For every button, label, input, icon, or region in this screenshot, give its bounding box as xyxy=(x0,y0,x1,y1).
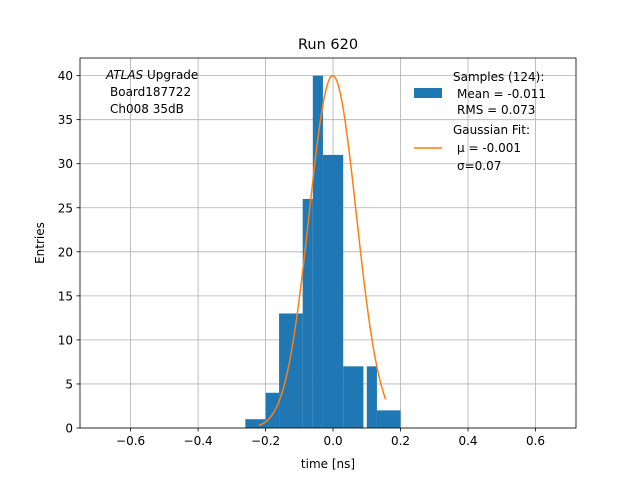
histogram-bar xyxy=(322,154,344,428)
legend: Samples (124): Mean = -0.011 RMS = 0.073… xyxy=(414,70,546,173)
annotation-line-2: Board187722 xyxy=(110,85,191,99)
histogram-bars xyxy=(245,75,401,428)
gaussian-fit-line xyxy=(258,74,387,427)
histogram-bar xyxy=(245,419,266,428)
x-tick-label: −0.4 xyxy=(184,434,213,448)
y-axis-ticks: 0 5 10 15 20 25 30 35 40 xyxy=(58,69,80,436)
chart-title: Run 620 xyxy=(298,37,358,53)
y-axis-label: Entries xyxy=(33,222,47,264)
histogram-bar xyxy=(366,366,377,428)
histogram-bar xyxy=(376,410,401,428)
x-axis-label: time [ns] xyxy=(301,457,355,471)
x-tick-label: 0.2 xyxy=(391,434,410,448)
legend-fit-line-1: Gaussian Fit: xyxy=(453,123,530,137)
x-tick-label: 0.4 xyxy=(458,434,477,448)
x-tick-label: 0.0 xyxy=(324,434,343,448)
x-tick-label: −0.6 xyxy=(116,434,145,448)
histogram-bar xyxy=(302,198,313,428)
histogram-bar xyxy=(312,75,323,428)
annotation-line-1: ATLAS Upgrade xyxy=(105,68,198,82)
x-tick-label: 0.6 xyxy=(526,434,545,448)
legend-histogram-line-3: RMS = 0.073 xyxy=(457,103,535,117)
legend-fit-line-2: μ = -0.001 xyxy=(457,141,521,155)
plot-frame xyxy=(79,57,577,429)
y-tick-label: 15 xyxy=(58,289,73,303)
legend-histogram-line-2: Mean = -0.011 xyxy=(457,87,546,101)
legend-fit-line-3: σ=0.07 xyxy=(457,159,501,173)
y-tick-label: 35 xyxy=(58,113,73,127)
atlas-annotation: ATLAS Upgrade Board187722 Ch008 35dB xyxy=(105,68,198,116)
x-axis-ticks: −0.6 −0.4 −0.2 0.0 0.2 0.4 0.6 xyxy=(116,428,545,448)
histogram-bar xyxy=(265,392,280,428)
y-tick-label: 30 xyxy=(58,157,73,171)
x-tick-label: −0.2 xyxy=(251,434,280,448)
annotation-line-3: Ch008 35dB xyxy=(110,102,184,116)
annotation-rest: Upgrade xyxy=(143,68,198,82)
legend-histogram-line-1: Samples (124): xyxy=(453,70,544,84)
y-tick-label: 40 xyxy=(58,69,73,83)
y-tick-label: 25 xyxy=(58,201,73,215)
histogram-bar xyxy=(279,313,303,428)
y-tick-label: 10 xyxy=(58,333,73,347)
annotation-italic: ATLAS xyxy=(105,68,144,82)
y-tick-label: 0 xyxy=(65,422,73,436)
y-tick-label: 5 xyxy=(65,377,73,391)
histogram-bar xyxy=(343,366,364,428)
legend-histogram-swatch xyxy=(414,88,442,98)
y-tick-label: 20 xyxy=(58,245,73,259)
